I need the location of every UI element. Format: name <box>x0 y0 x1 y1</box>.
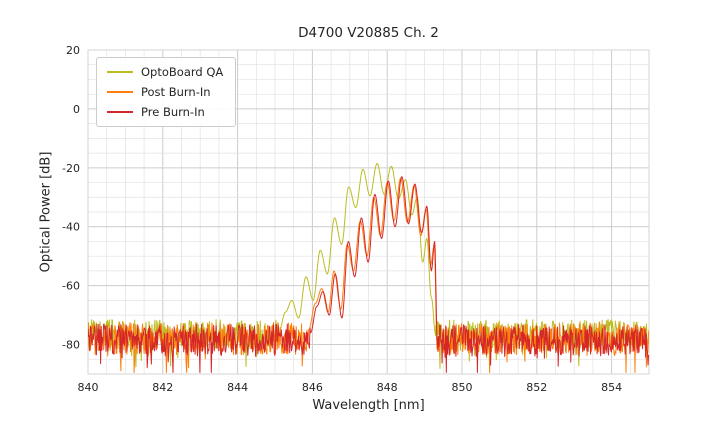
legend-item: Post Burn-In <box>107 85 223 99</box>
svg-text:20: 20 <box>66 44 80 57</box>
svg-text:840: 840 <box>78 381 99 394</box>
svg-text:-80: -80 <box>62 339 80 352</box>
legend-label: Pre Burn-In <box>141 105 205 119</box>
svg-text:846: 846 <box>302 381 323 394</box>
chart-title: D4700 V20885 Ch. 2 <box>298 25 439 41</box>
svg-text:848: 848 <box>377 381 398 394</box>
svg-text:854: 854 <box>601 381 622 394</box>
x-axis-label: Wavelength [nm] <box>312 398 425 413</box>
legend-line-swatch <box>107 91 133 93</box>
svg-text:850: 850 <box>452 381 473 394</box>
legend-line-swatch <box>107 111 133 113</box>
legend-label: OptoBoard QA <box>141 65 224 79</box>
svg-text:842: 842 <box>152 381 173 394</box>
legend-line-swatch <box>107 71 133 73</box>
legend-item: OptoBoard QA <box>107 65 223 79</box>
svg-text:-60: -60 <box>62 280 80 293</box>
svg-text:852: 852 <box>526 381 547 394</box>
svg-text:844: 844 <box>227 381 248 394</box>
svg-text:0: 0 <box>73 103 80 116</box>
svg-text:-20: -20 <box>62 162 80 175</box>
legend-item: Pre Burn-In <box>107 105 223 119</box>
legend: OptoBoard QA Post Burn-In Pre Burn-In <box>96 57 237 127</box>
legend-label: Post Burn-In <box>141 85 211 99</box>
svg-text:-40: -40 <box>62 221 80 234</box>
